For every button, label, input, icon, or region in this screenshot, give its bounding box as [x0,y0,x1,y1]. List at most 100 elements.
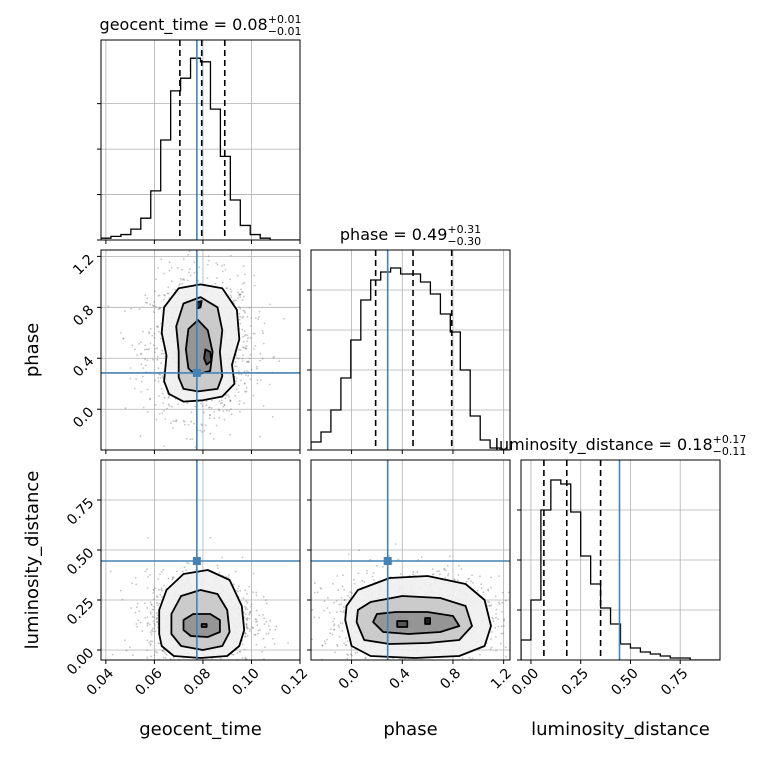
sample-point [223,264,226,266]
sample-point [163,298,165,301]
sample-point [209,413,212,416]
sample-point [215,262,218,264]
sample-point [501,610,503,613]
sample-point [318,616,321,619]
sample-point [432,573,434,576]
sample-point [178,284,181,287]
sample-point [158,602,161,605]
sample-point [149,613,152,615]
sample-point [490,638,492,640]
sample-point [152,620,155,623]
x-tick-label-geocent_time: 0.06 [132,665,165,698]
sample-point [343,606,345,609]
sample-point [227,394,229,396]
sample-point [141,630,144,632]
truth-marker [192,368,201,377]
sample-point [245,387,248,389]
sample-point [210,663,212,665]
sample-point [255,643,258,646]
sample-point [208,259,210,262]
sample-point [210,407,213,409]
sample-point [166,292,169,295]
sample-point [263,322,266,325]
sample-point [489,666,491,668]
sample-point [186,562,189,564]
sample-point [229,254,232,257]
sample-point [431,674,433,676]
sample-point [179,277,182,280]
sample-point [278,360,281,362]
sample-point [492,617,495,620]
sample-point [255,594,258,597]
sample-point [333,617,336,620]
sample-point [487,589,490,592]
sample-point [448,661,450,663]
sample-point [243,648,246,651]
sample-point [163,650,165,653]
sample-point [140,363,143,366]
sample-point [152,608,155,611]
density-layer [311,543,518,676]
sample-point [216,263,219,266]
sample-point [235,589,238,592]
sample-point [516,626,518,628]
sample-point [167,286,170,289]
sample-point [205,404,208,406]
x-axis-label-geocent_time: geocent_time [139,719,262,740]
sample-point [211,657,213,660]
sample-point [156,604,159,606]
sample-point [157,642,160,645]
sample-point [250,603,253,605]
contour-line-3 [200,623,208,628]
sample-point [255,621,257,623]
sample-point [253,333,256,335]
sample-point [214,282,217,285]
sample-point [216,564,219,566]
sample-point [170,422,172,425]
sample-point [200,402,203,405]
sample-point [217,689,219,691]
sample-point [201,405,204,407]
sample-point [248,307,251,309]
sample-point [152,358,154,361]
sample-point [156,621,158,624]
sample-point [136,354,139,357]
sample-point [172,427,175,429]
sample-point [220,399,223,402]
sample-point [253,274,256,277]
sample-point [140,353,143,355]
sample-point [188,231,190,233]
sample-point [158,588,161,591]
sample-point [187,562,190,565]
sample-point [185,669,187,671]
sample-point [139,621,142,624]
sample-point [200,662,202,664]
sample-point [240,379,243,382]
sample-point [269,628,271,631]
sample-point [265,633,268,635]
sample-point [153,654,156,657]
sample-point [328,611,331,614]
sample-point [335,599,338,602]
sample-point [231,653,234,656]
sample-point [144,344,147,347]
sample-point [109,570,112,573]
sample-point [242,265,245,267]
y-tick-label-phase: 1.2 [70,251,97,278]
sample-point [380,666,382,668]
sample-point [136,606,138,609]
sample-point [235,365,238,368]
density-band-4 [425,618,431,624]
sample-point [169,658,172,660]
sample-point [205,400,208,403]
sample-point [139,435,142,438]
sample-point [371,575,374,578]
sample-point [332,620,334,623]
sample-point [228,574,230,576]
sample-point [254,633,257,636]
sample-point [349,596,351,599]
sample-point [461,657,464,660]
sample-point [238,403,241,405]
sample-point [311,638,313,641]
sample-point [421,668,423,670]
